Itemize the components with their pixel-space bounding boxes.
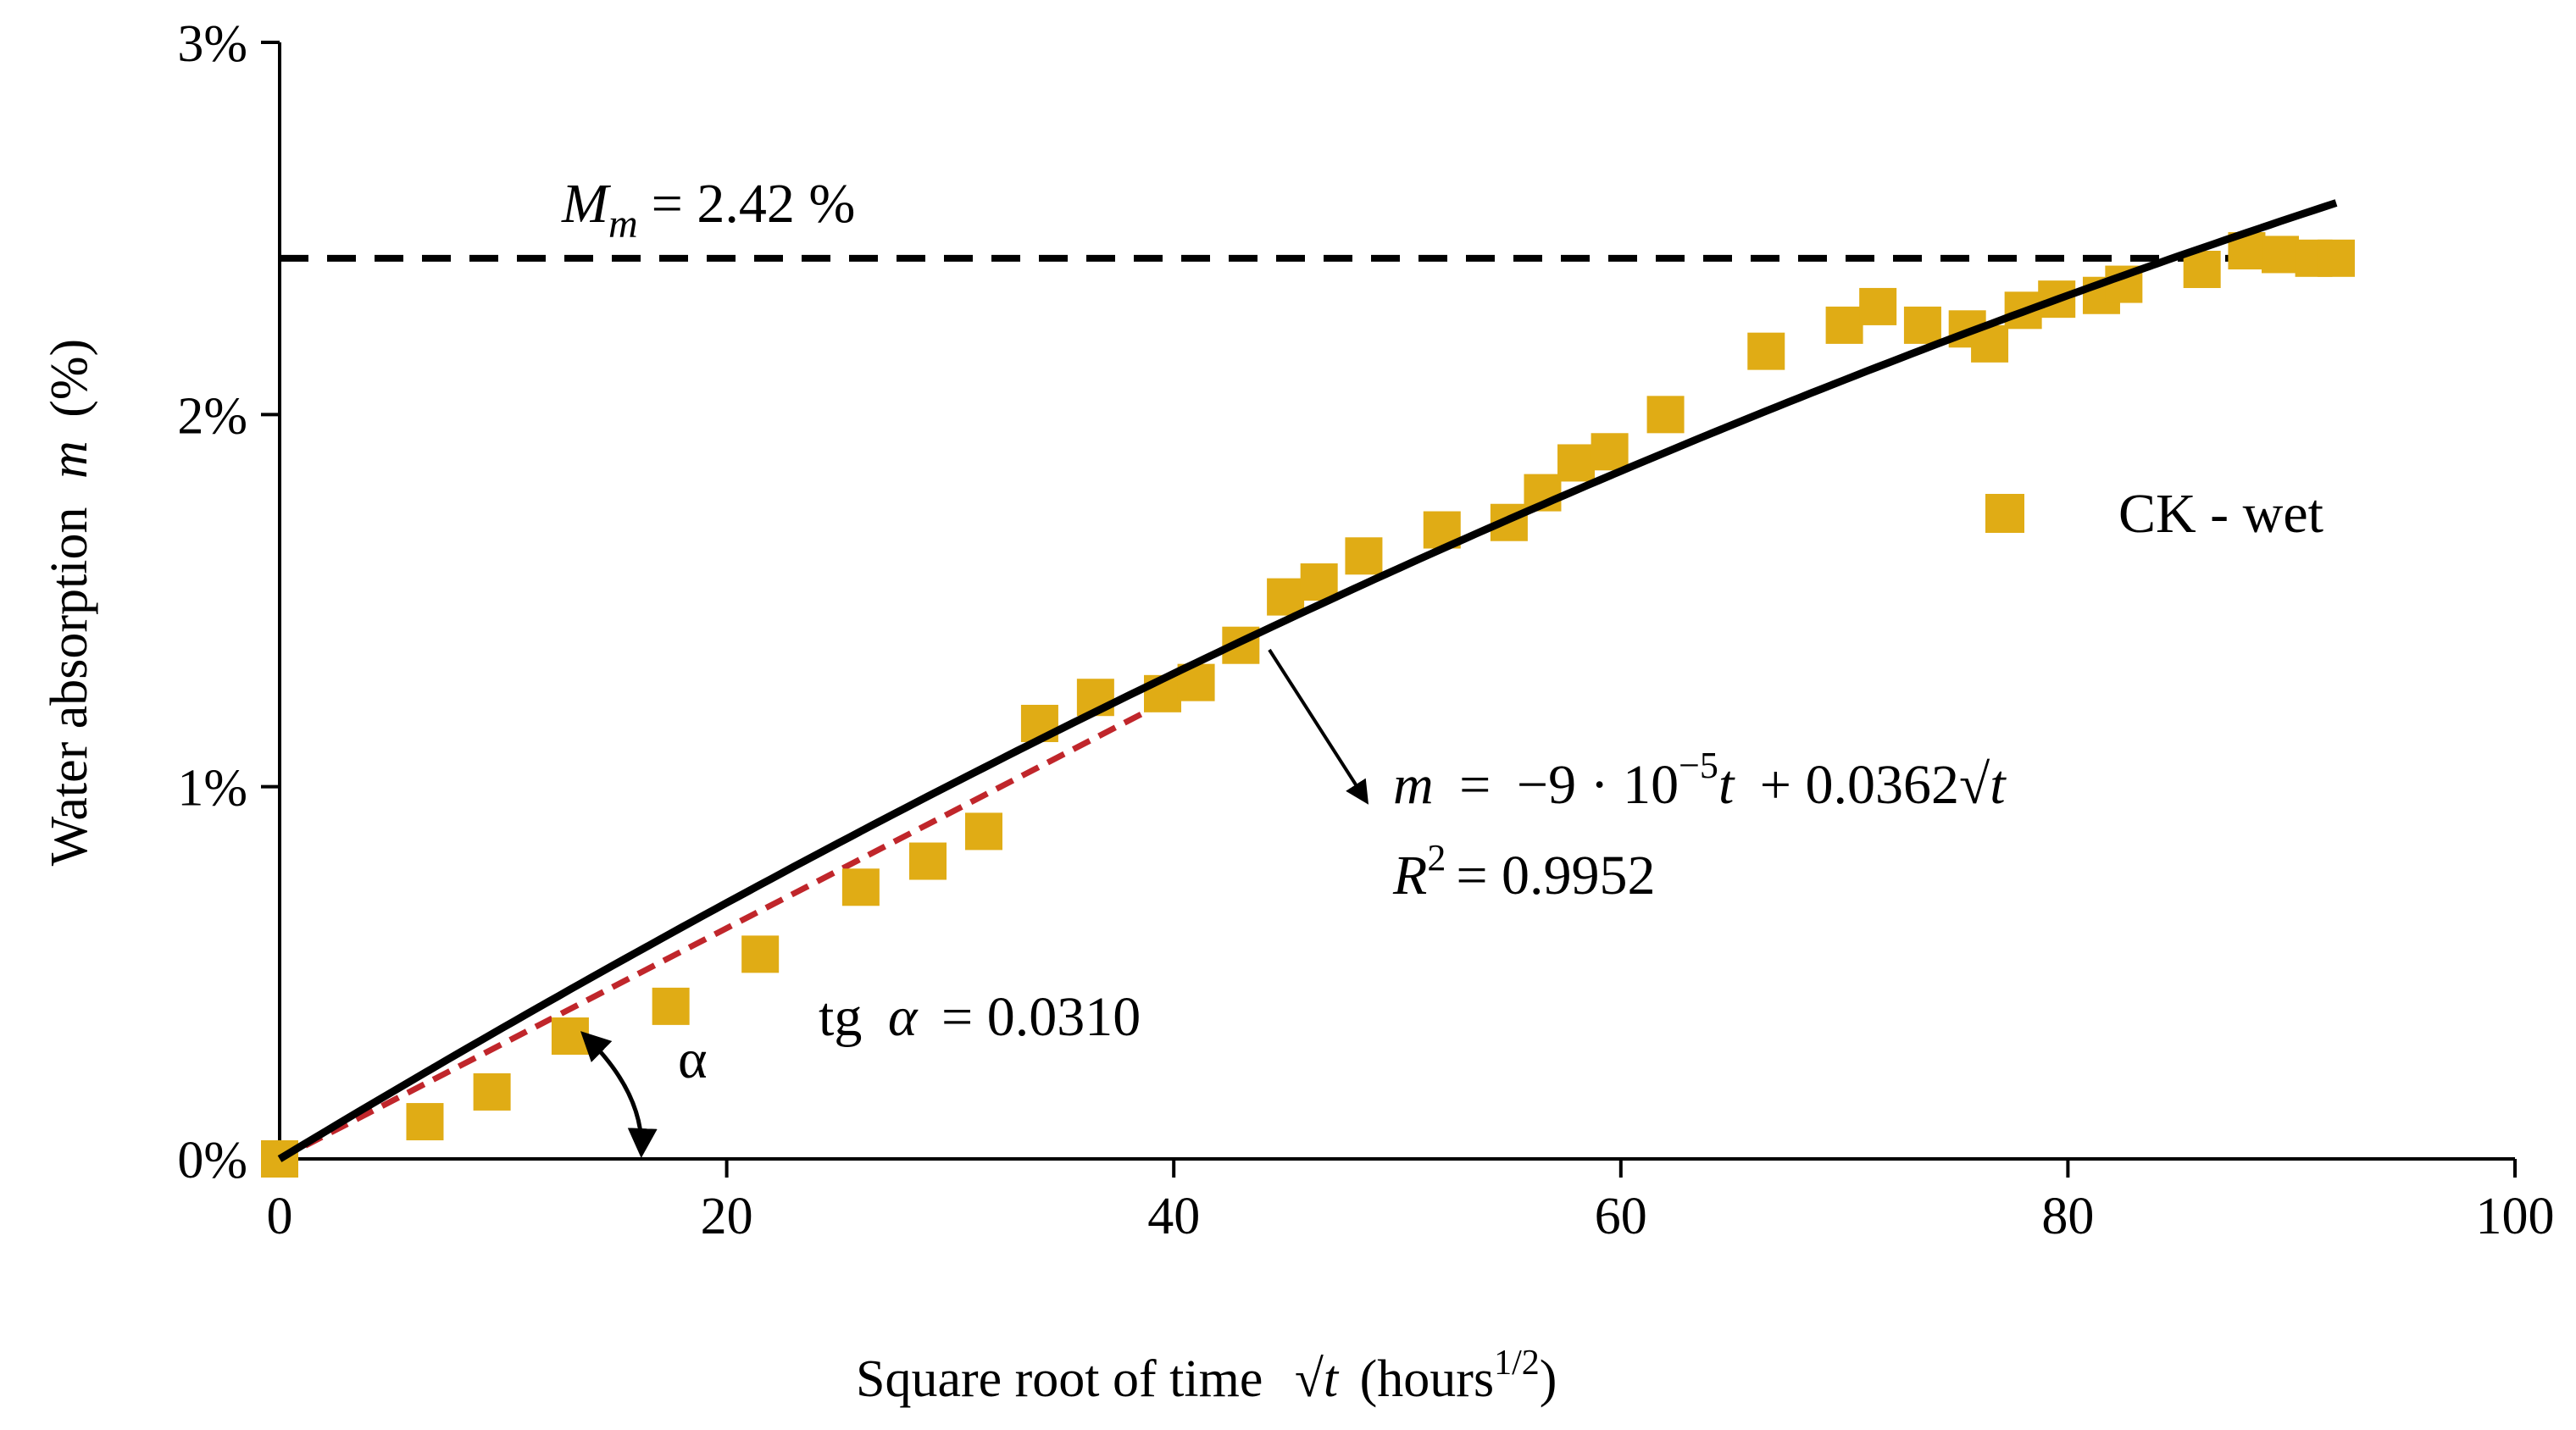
data-point: [1859, 287, 1897, 325]
axis-ticks: 0 20 40 60 80 100 0% 1% 2% 3%: [177, 15, 2554, 1245]
x-tick-label: 100: [2476, 1188, 2555, 1245]
x-tick-label: 0: [267, 1188, 293, 1245]
data-point: [551, 1017, 589, 1056]
x-axis-title: Square root of time √t (hours1/2): [856, 1344, 1557, 1408]
mm-label: Mm = 2.42 %: [561, 173, 855, 247]
y-tick-label: 3%: [177, 15, 247, 73]
x-tick-label: 80: [2041, 1188, 2094, 1245]
fit-equation: m = −9 · 10−5t + 0.0362√t: [1393, 745, 2007, 816]
data-point: [652, 987, 690, 1025]
x-tick-label: 20: [701, 1188, 753, 1245]
tg-alpha-label: tg α = 0.0310: [819, 986, 1141, 1048]
y-tick-label: 0%: [177, 1132, 247, 1189]
y-axis-title: Water absorption m (%): [41, 339, 98, 866]
initial-slope-line-layer: [278, 695, 1175, 1162]
data-point: [2317, 239, 2355, 277]
fit-curve: [277, 199, 2338, 1162]
data-point: [1300, 563, 1338, 601]
y-tick-label: 2%: [177, 387, 247, 445]
alpha-label: α: [678, 1028, 708, 1090]
data-point: [964, 812, 1002, 851]
fit-curve-layer: [277, 199, 2338, 1162]
legend-label-ck-wet: CK - wet: [2118, 483, 2323, 545]
data-point: [1747, 332, 1785, 370]
alpha-angle-arc: [580, 1031, 658, 1158]
data-point: [1557, 444, 1596, 482]
y-tick-label: 1%: [177, 760, 247, 818]
data-point: [1591, 433, 1629, 471]
data-point: [1903, 306, 1941, 344]
data-point: [1646, 396, 1685, 434]
legend-marker-ck-wet: [1985, 494, 2024, 533]
data-point: [1267, 578, 1305, 616]
equation-arrow: [1268, 648, 1369, 805]
data-point: [841, 868, 880, 906]
r-squared-label: R2 = 0.9952: [1392, 837, 1656, 906]
data-point: [2183, 250, 2221, 288]
data-point: [1825, 306, 1863, 344]
data-points-layer: [261, 232, 2355, 1178]
data-point: [909, 842, 947, 880]
data-point: [406, 1103, 444, 1141]
data-point: [741, 935, 780, 973]
x-tick-label: 40: [1147, 1188, 1200, 1245]
x-tick-label: 60: [1595, 1188, 1647, 1245]
data-point: [473, 1072, 511, 1111]
data-point: [2262, 236, 2300, 274]
data-point: [1345, 537, 1383, 575]
initial-slope-line: [278, 695, 1175, 1162]
